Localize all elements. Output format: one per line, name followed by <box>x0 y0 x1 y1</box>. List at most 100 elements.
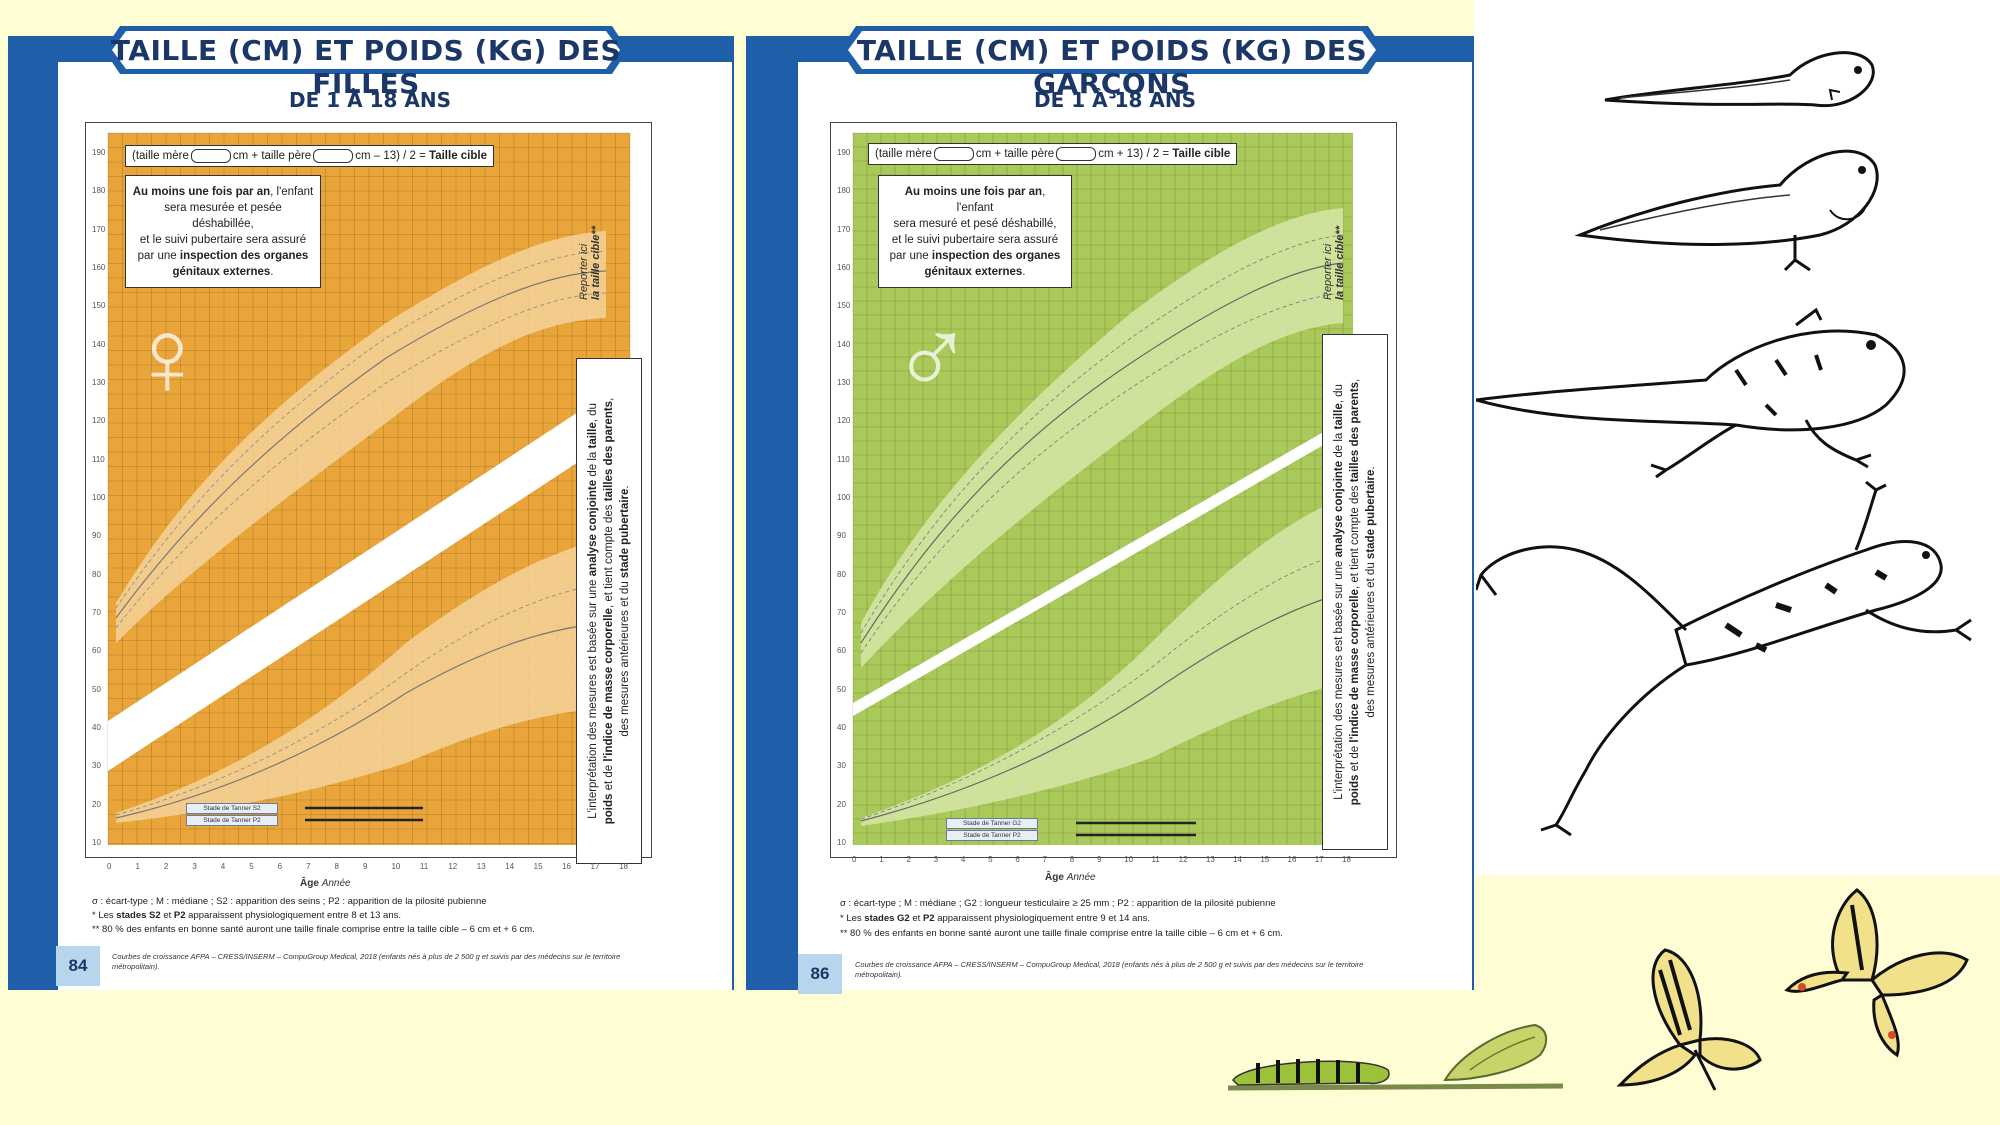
age-tick-label: 7 <box>306 862 311 871</box>
right-banner-title: TAILLE (CM) ET POIDS (KG) DES GARÇONS <box>856 34 1368 100</box>
height-tick-label: 40 <box>92 723 101 732</box>
left-banner: TAILLE (CM) ET POIDS (KG) DES FILLES <box>102 22 630 100</box>
formula-text: cm – 13) / 2 = <box>355 150 426 163</box>
age-tick-label: 14 <box>1233 855 1243 864</box>
right-tanner-label-2: Stade de Tanner P2 <box>946 830 1038 841</box>
age-tick-label: 0 <box>852 855 857 864</box>
age-tick-label: 16 <box>1287 855 1297 864</box>
right-interpretation-text: L'interprétation des mesures est basée s… <box>1333 378 1377 806</box>
cible-text: la taille cible** <box>590 226 602 300</box>
note-text: , l'enfant <box>956 186 1046 214</box>
left-weight-median <box>115 622 607 819</box>
height-tick-label: 110 <box>92 454 105 464</box>
height-tick-label: 70 <box>837 608 846 617</box>
right-interpretation-box: L'interprétation des mesures est basée s… <box>1322 334 1388 850</box>
height-tick-label: 120 <box>92 416 106 426</box>
left-height-minus1 <box>115 292 607 629</box>
age-tick-label: 4 <box>960 855 966 864</box>
mother-height-field[interactable] <box>190 149 231 163</box>
age-tick-label: 17 <box>1314 855 1324 864</box>
cible-text: Reporter ici <box>578 243 590 300</box>
age-tick-label: 8 <box>1069 855 1075 864</box>
height-tick-label: 180 <box>92 186 106 196</box>
age-tick-label: 8 <box>334 862 339 871</box>
age-tick-label: 18 <box>1342 855 1351 864</box>
left-growth-chart: ♀ Stade de Tanner S2 Stade de Tanner P2 <box>85 122 652 858</box>
frog-icon <box>1476 480 1972 837</box>
note-bold: Au moins une fois par an <box>904 186 1043 198</box>
right-height-band <box>861 208 1343 668</box>
right-divider-strip <box>853 415 1353 716</box>
height-tick-label: 10 <box>837 838 846 847</box>
note-text: sera mesuré et pesé déshabillé, <box>893 218 1057 230</box>
height-tick-label: 40 <box>837 723 846 732</box>
right-subtitle: DE 1 À 18 ANS <box>1034 88 1196 112</box>
height-tick-label: 140 <box>837 339 851 349</box>
right-target-height-label: Reporter ici la taille cible** <box>1322 226 1346 300</box>
age-tick-label: 17 <box>590 862 600 871</box>
age-tick-label: 2 <box>163 862 169 871</box>
cible-text: la taille cible** <box>1334 226 1346 300</box>
height-tick-label: 160 <box>837 263 851 272</box>
height-tick-label: 190 <box>92 148 106 157</box>
left-interpretation-text: L'interprétation des mesures est basée s… <box>587 397 631 825</box>
right-legend-2: * Les stades G2 et P2 apparaissent physi… <box>840 913 1151 924</box>
left-chart-svg <box>107 132 631 845</box>
height-tick-label: 80 <box>837 569 846 579</box>
age-tick-label: 12 <box>448 862 458 871</box>
father-height-field[interactable] <box>1056 147 1097 161</box>
left-height-plus1 <box>115 250 607 609</box>
formula-text: (taille mère <box>132 150 189 163</box>
left-weight-band <box>116 538 606 823</box>
formula-text: cm + 13) / 2 = <box>1098 148 1170 161</box>
height-tick-label: 110 <box>837 454 850 464</box>
age-tick-label: 6 <box>1015 855 1020 864</box>
right-legend-1: σ : écart-type ; M : médiane ; G2 : long… <box>840 898 1276 909</box>
left-legend-1: σ : écart-type ; M : médiane ; S2 : appa… <box>92 896 487 907</box>
age-tick-label: 3 <box>192 862 197 871</box>
note-bold: génitaux externes <box>172 266 271 278</box>
height-tick-label: 50 <box>92 684 101 694</box>
left-measurement-note: Au moins une fois par an, l'enfant sera … <box>125 175 321 288</box>
right-target-height-formula: (taille mère cm + taille père cm + 13) / 2… <box>868 143 1238 165</box>
height-tick-label: 30 <box>92 761 101 771</box>
frog-panel <box>1474 0 2000 875</box>
age-tick-label: 9 <box>363 862 368 871</box>
note-bold: Au moins une fois par an <box>132 186 271 198</box>
height-tick-label: 90 <box>92 531 101 541</box>
formula-text: cm + taille père <box>975 148 1055 161</box>
mother-height-field[interactable] <box>933 147 974 161</box>
height-tick-label: 150 <box>837 301 851 311</box>
age-tick-label: 5 <box>249 862 254 871</box>
left-weight-plus1 <box>115 582 607 816</box>
note-text: . <box>270 266 274 278</box>
left-legend-3: ** 80 % des enfants en bonne santé auron… <box>92 924 535 935</box>
father-height-field[interactable] <box>313 149 354 163</box>
age-tick-label: 12 <box>1178 855 1188 864</box>
formula-target: Taille cible <box>429 150 487 163</box>
right-tanner-label-1: Stade de Tanner G2 <box>946 818 1038 829</box>
height-tick-label: 100 <box>837 493 851 502</box>
age-tick-label: 13 <box>1205 855 1215 864</box>
age-tick-label: 11 <box>419 862 429 871</box>
right-banner: TAILLE (CM) ET POIDS (KG) DES GARÇONS <box>838 22 1386 100</box>
height-tick-label: 10 <box>92 838 101 847</box>
left-page-number: 84 <box>56 946 100 986</box>
age-tick-label: 1 <box>879 855 884 864</box>
branch-icon <box>1228 1083 1563 1091</box>
age-tick-label: 14 <box>505 862 515 871</box>
swallowtail-butterfly-flying-icon <box>1784 888 1969 1058</box>
note-bold: inspection des organes <box>931 250 1061 262</box>
left-subtitle: DE 1 À 18 ANS <box>289 88 451 112</box>
age-tick-label: 16 <box>562 862 572 871</box>
age-tick-label: 0 <box>107 862 112 871</box>
age-tick-label: 5 <box>988 855 993 864</box>
right-legend-3: ** 80 % des enfants en bonne santé auron… <box>840 928 1283 939</box>
age-tick-label: 13 <box>476 862 486 871</box>
froglet-icon <box>1476 307 1906 479</box>
left-axis-title: Âge Année <box>300 878 351 889</box>
right-source-note: Courbes de croissance AFPA – CRESS/INSER… <box>855 960 1364 979</box>
height-tick-label: 50 <box>837 684 846 694</box>
formula-target: Taille cible <box>1172 148 1231 161</box>
height-tick-label: 70 <box>92 608 101 617</box>
